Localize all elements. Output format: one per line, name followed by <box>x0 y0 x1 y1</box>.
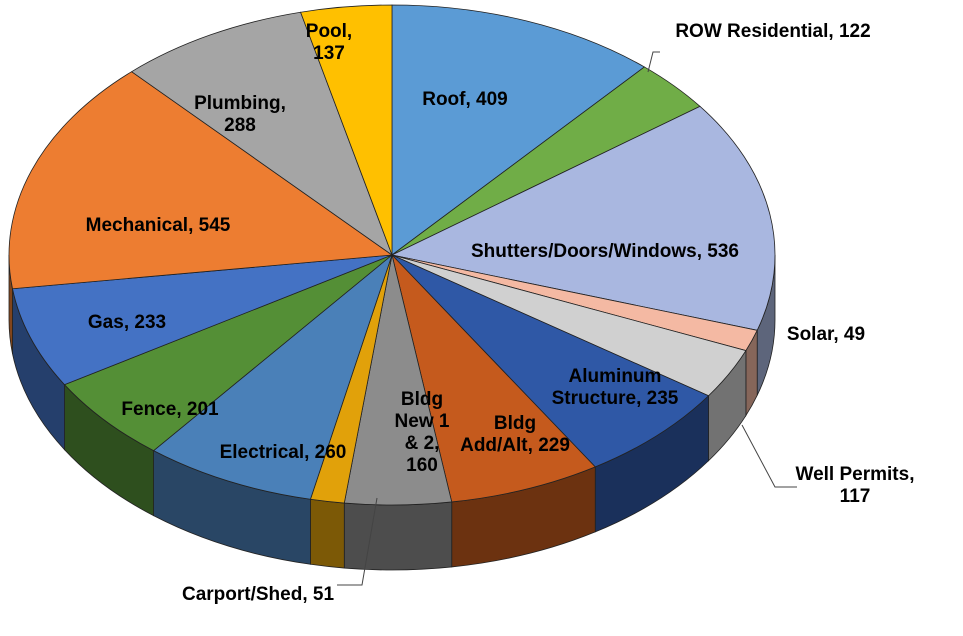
data-label-box: Electrical, 260 <box>219 442 347 463</box>
data-label-box: Plumbing, 288 <box>194 93 286 136</box>
slice-side <box>343 501 453 571</box>
data-label-box: Pool, 137 <box>305 21 353 64</box>
data-label-box: Shutters/Doors/Windows, 536 <box>471 241 739 262</box>
data-label: Carport/Shed, 51 <box>181 584 335 605</box>
slice: Shutters/Doors/Windows <box>390 105 776 331</box>
data-label-box: Gas, 233 <box>87 312 167 333</box>
slice: Electrical <box>152 253 393 500</box>
slice: Gas <box>12 254 393 386</box>
slice: Bldg Add/Alt <box>391 253 596 503</box>
data-label-box: Bldg Add/Alt, 229 <box>460 413 570 456</box>
data-label-box: Carport/Shed, 51 <box>181 584 335 605</box>
data-label: Pool, 137 <box>305 21 353 64</box>
data-label: Aluminum Structure, 235 <box>551 366 679 409</box>
data-label-box: Aluminum Structure, 235 <box>551 366 679 409</box>
data-label: ROW Residential, 122 <box>675 21 871 42</box>
slice: Roof <box>391 4 646 256</box>
slice: Fence <box>63 254 393 452</box>
data-label-box: Roof, 409 <box>422 89 508 110</box>
data-label: Mechanical, 545 <box>85 215 231 236</box>
data-label-box: Well Permits, 117 <box>795 464 915 507</box>
slice-side <box>310 498 345 569</box>
data-label-box: Mechanical, 545 <box>85 215 231 236</box>
data-label: Fence, 201 <box>121 399 219 420</box>
data-label: Well Permits, 117 <box>795 464 915 507</box>
leader-line <box>647 51 660 73</box>
slice: Plumbing <box>130 11 393 257</box>
data-label: Shutters/Doors/Windows, 536 <box>471 241 739 262</box>
data-label-box: Bldg New 1 & 2, 160 <box>394 389 450 476</box>
data-label: Bldg Add/Alt, 229 <box>460 413 570 456</box>
slice: Mechanical <box>8 71 394 290</box>
data-label-box: ROW Residential, 122 <box>675 21 871 42</box>
leader-line <box>741 424 797 488</box>
slice: Aluminum Structure <box>391 254 710 468</box>
data-label: Electrical, 260 <box>219 442 347 463</box>
data-label: Gas, 233 <box>87 312 167 333</box>
data-label-box: Solar, 49 <box>786 324 866 345</box>
data-label-box: Fence, 201 <box>121 399 219 420</box>
data-label: Roof, 409 <box>422 89 508 110</box>
data-label: Solar, 49 <box>786 324 866 345</box>
data-label: Plumbing, 288 <box>194 93 286 136</box>
data-label: Bldg New 1 & 2, 160 <box>394 389 450 476</box>
leader-line <box>337 497 378 586</box>
slice: Pool <box>300 4 393 256</box>
